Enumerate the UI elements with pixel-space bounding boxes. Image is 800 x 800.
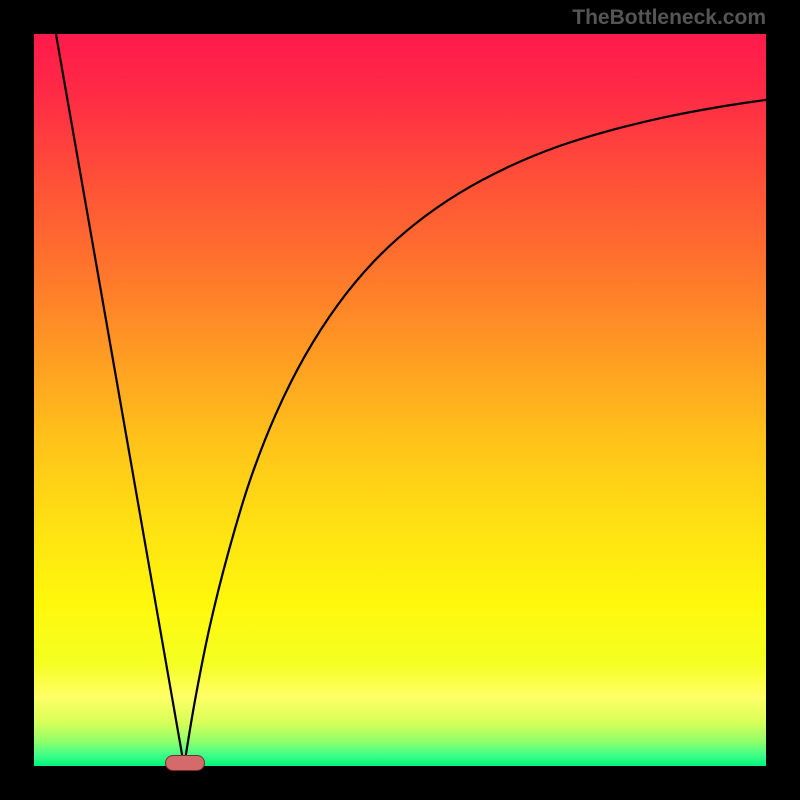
curve-overlay [34, 34, 766, 766]
chart-container: TheBottleneck.com [0, 0, 800, 800]
curve-right-segment [184, 100, 766, 766]
watermark-text: TheBottleneck.com [572, 6, 766, 30]
plot-area [34, 34, 766, 766]
curve-left-segment [56, 34, 184, 766]
marker-pill [165, 755, 205, 771]
